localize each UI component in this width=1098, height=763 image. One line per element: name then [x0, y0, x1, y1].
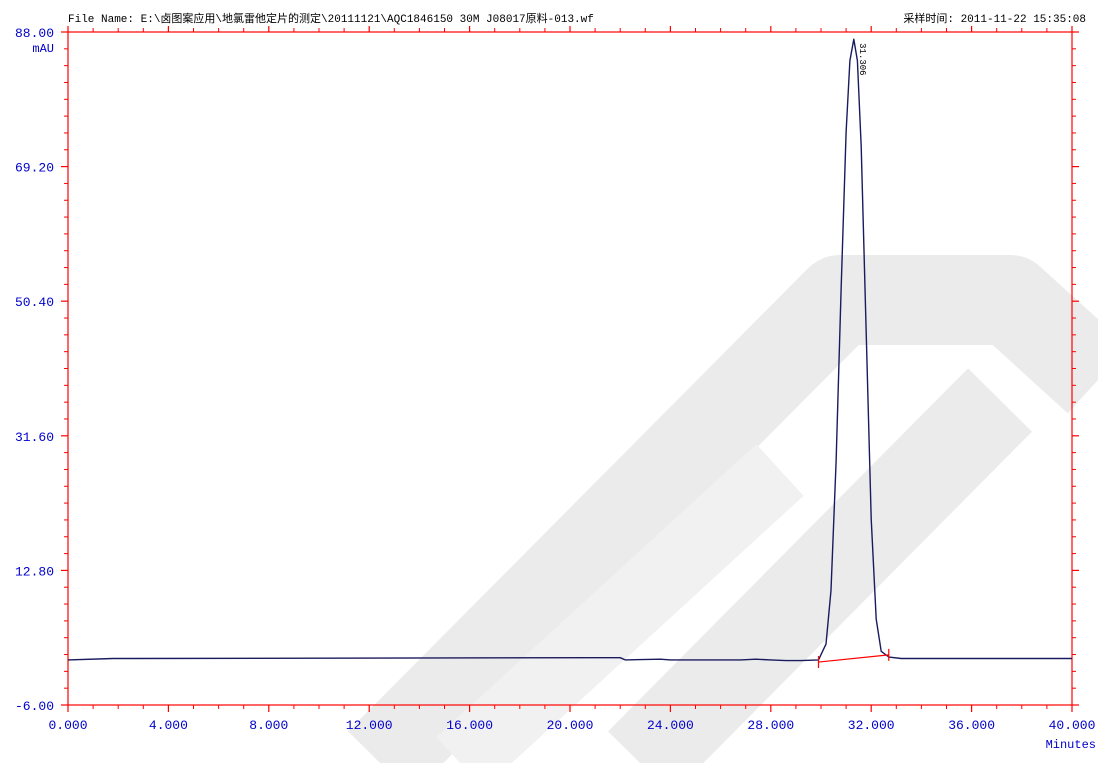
x-tick-label: 32.000 — [848, 718, 895, 733]
x-tick-label: 20.000 — [547, 718, 594, 733]
x-tick-label: 40.000 — [1049, 718, 1096, 733]
y-tick-label: 69.20 — [15, 161, 54, 176]
x-tick-label: 28.000 — [747, 718, 794, 733]
y-tick-label: 31.60 — [15, 430, 54, 445]
x-tick-label: 4.000 — [149, 718, 188, 733]
x-tick-label: 36.000 — [948, 718, 995, 733]
y-tick-label: 12.80 — [15, 564, 54, 579]
x-axis-label: Minutes — [1046, 738, 1096, 752]
acquisition-time-header: 采样时间: 2011-11-22 15:35:08 — [903, 14, 1086, 26]
y-tick-label: 88.00 — [15, 26, 54, 41]
integration-baseline — [818, 654, 889, 663]
x-tick-label: 16.000 — [446, 718, 493, 733]
file-name-header: File Name: E:\卤图案应用\地氯雷他定片的测定\20111121\A… — [68, 14, 594, 26]
y-tick-label: 50.40 — [15, 295, 54, 310]
x-tick-label: 12.000 — [346, 718, 393, 733]
peak-retention-label: 31.306 — [857, 43, 867, 75]
x-tick-label: 8.000 — [249, 718, 288, 733]
watermark-logo — [348, 255, 1098, 763]
chromatogram-trace — [67, 38, 1072, 662]
y-axis-label: mAU — [32, 42, 54, 56]
x-tick-label: 0.000 — [48, 718, 87, 733]
x-tick-label: 24.000 — [647, 718, 694, 733]
y-tick-label: -6.00 — [15, 699, 54, 714]
